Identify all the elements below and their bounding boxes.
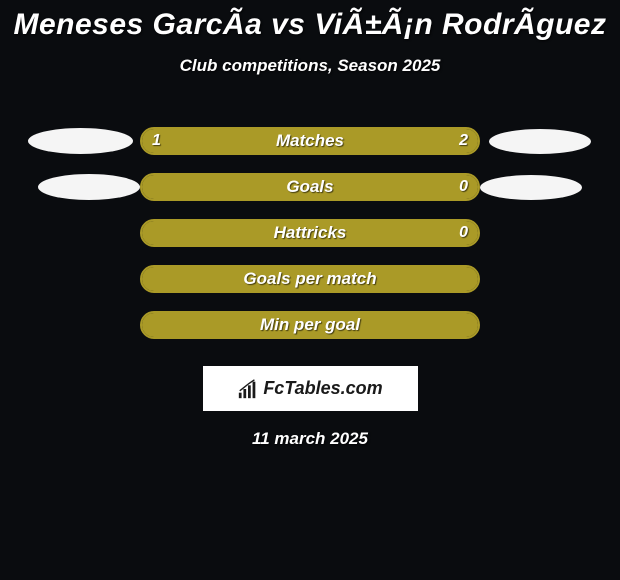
page-subtitle: Club competitions, Season 2025 bbox=[0, 56, 620, 76]
player-avatar-placeholder bbox=[28, 128, 133, 154]
player-avatar-placeholder bbox=[38, 174, 140, 200]
stat-bar: 0Goals bbox=[140, 173, 480, 201]
stat-row: Min per goal bbox=[0, 302, 620, 348]
stat-bar: Goals per match bbox=[140, 265, 480, 293]
player-avatar-placeholder bbox=[480, 175, 582, 200]
stat-row: 12Matches bbox=[0, 118, 620, 164]
page-title: Meneses GarcÃa vs ViÃ±Ã¡n RodrÃguez bbox=[0, 0, 620, 42]
stat-bar: 0Hattricks bbox=[140, 219, 480, 247]
stat-row: 0Goals bbox=[0, 164, 620, 210]
player-right-marker bbox=[480, 129, 600, 154]
footer-date: 11 march 2025 bbox=[0, 429, 620, 449]
stat-label: Goals bbox=[142, 177, 478, 197]
stat-bar: Min per goal bbox=[140, 311, 480, 339]
player-left-marker bbox=[20, 128, 140, 154]
player-left-marker bbox=[20, 174, 140, 200]
stat-label: Hattricks bbox=[142, 223, 478, 243]
player-right-marker bbox=[480, 175, 600, 200]
logo-text: FcTables.com bbox=[263, 378, 382, 399]
stat-label: Goals per match bbox=[142, 269, 478, 289]
comparison-chart: 12Matches 0Goals 0Hattricks Goals per match… bbox=[0, 118, 620, 348]
stat-row: Goals per match bbox=[0, 256, 620, 302]
stat-bar: 12Matches bbox=[140, 127, 480, 155]
logo-box: FcTables.com bbox=[203, 366, 418, 411]
stat-row: 0Hattricks bbox=[0, 210, 620, 256]
stat-label: Matches bbox=[142, 131, 478, 151]
bar-chart-icon bbox=[237, 378, 259, 400]
stat-label: Min per goal bbox=[142, 315, 478, 335]
player-avatar-placeholder bbox=[489, 129, 591, 154]
